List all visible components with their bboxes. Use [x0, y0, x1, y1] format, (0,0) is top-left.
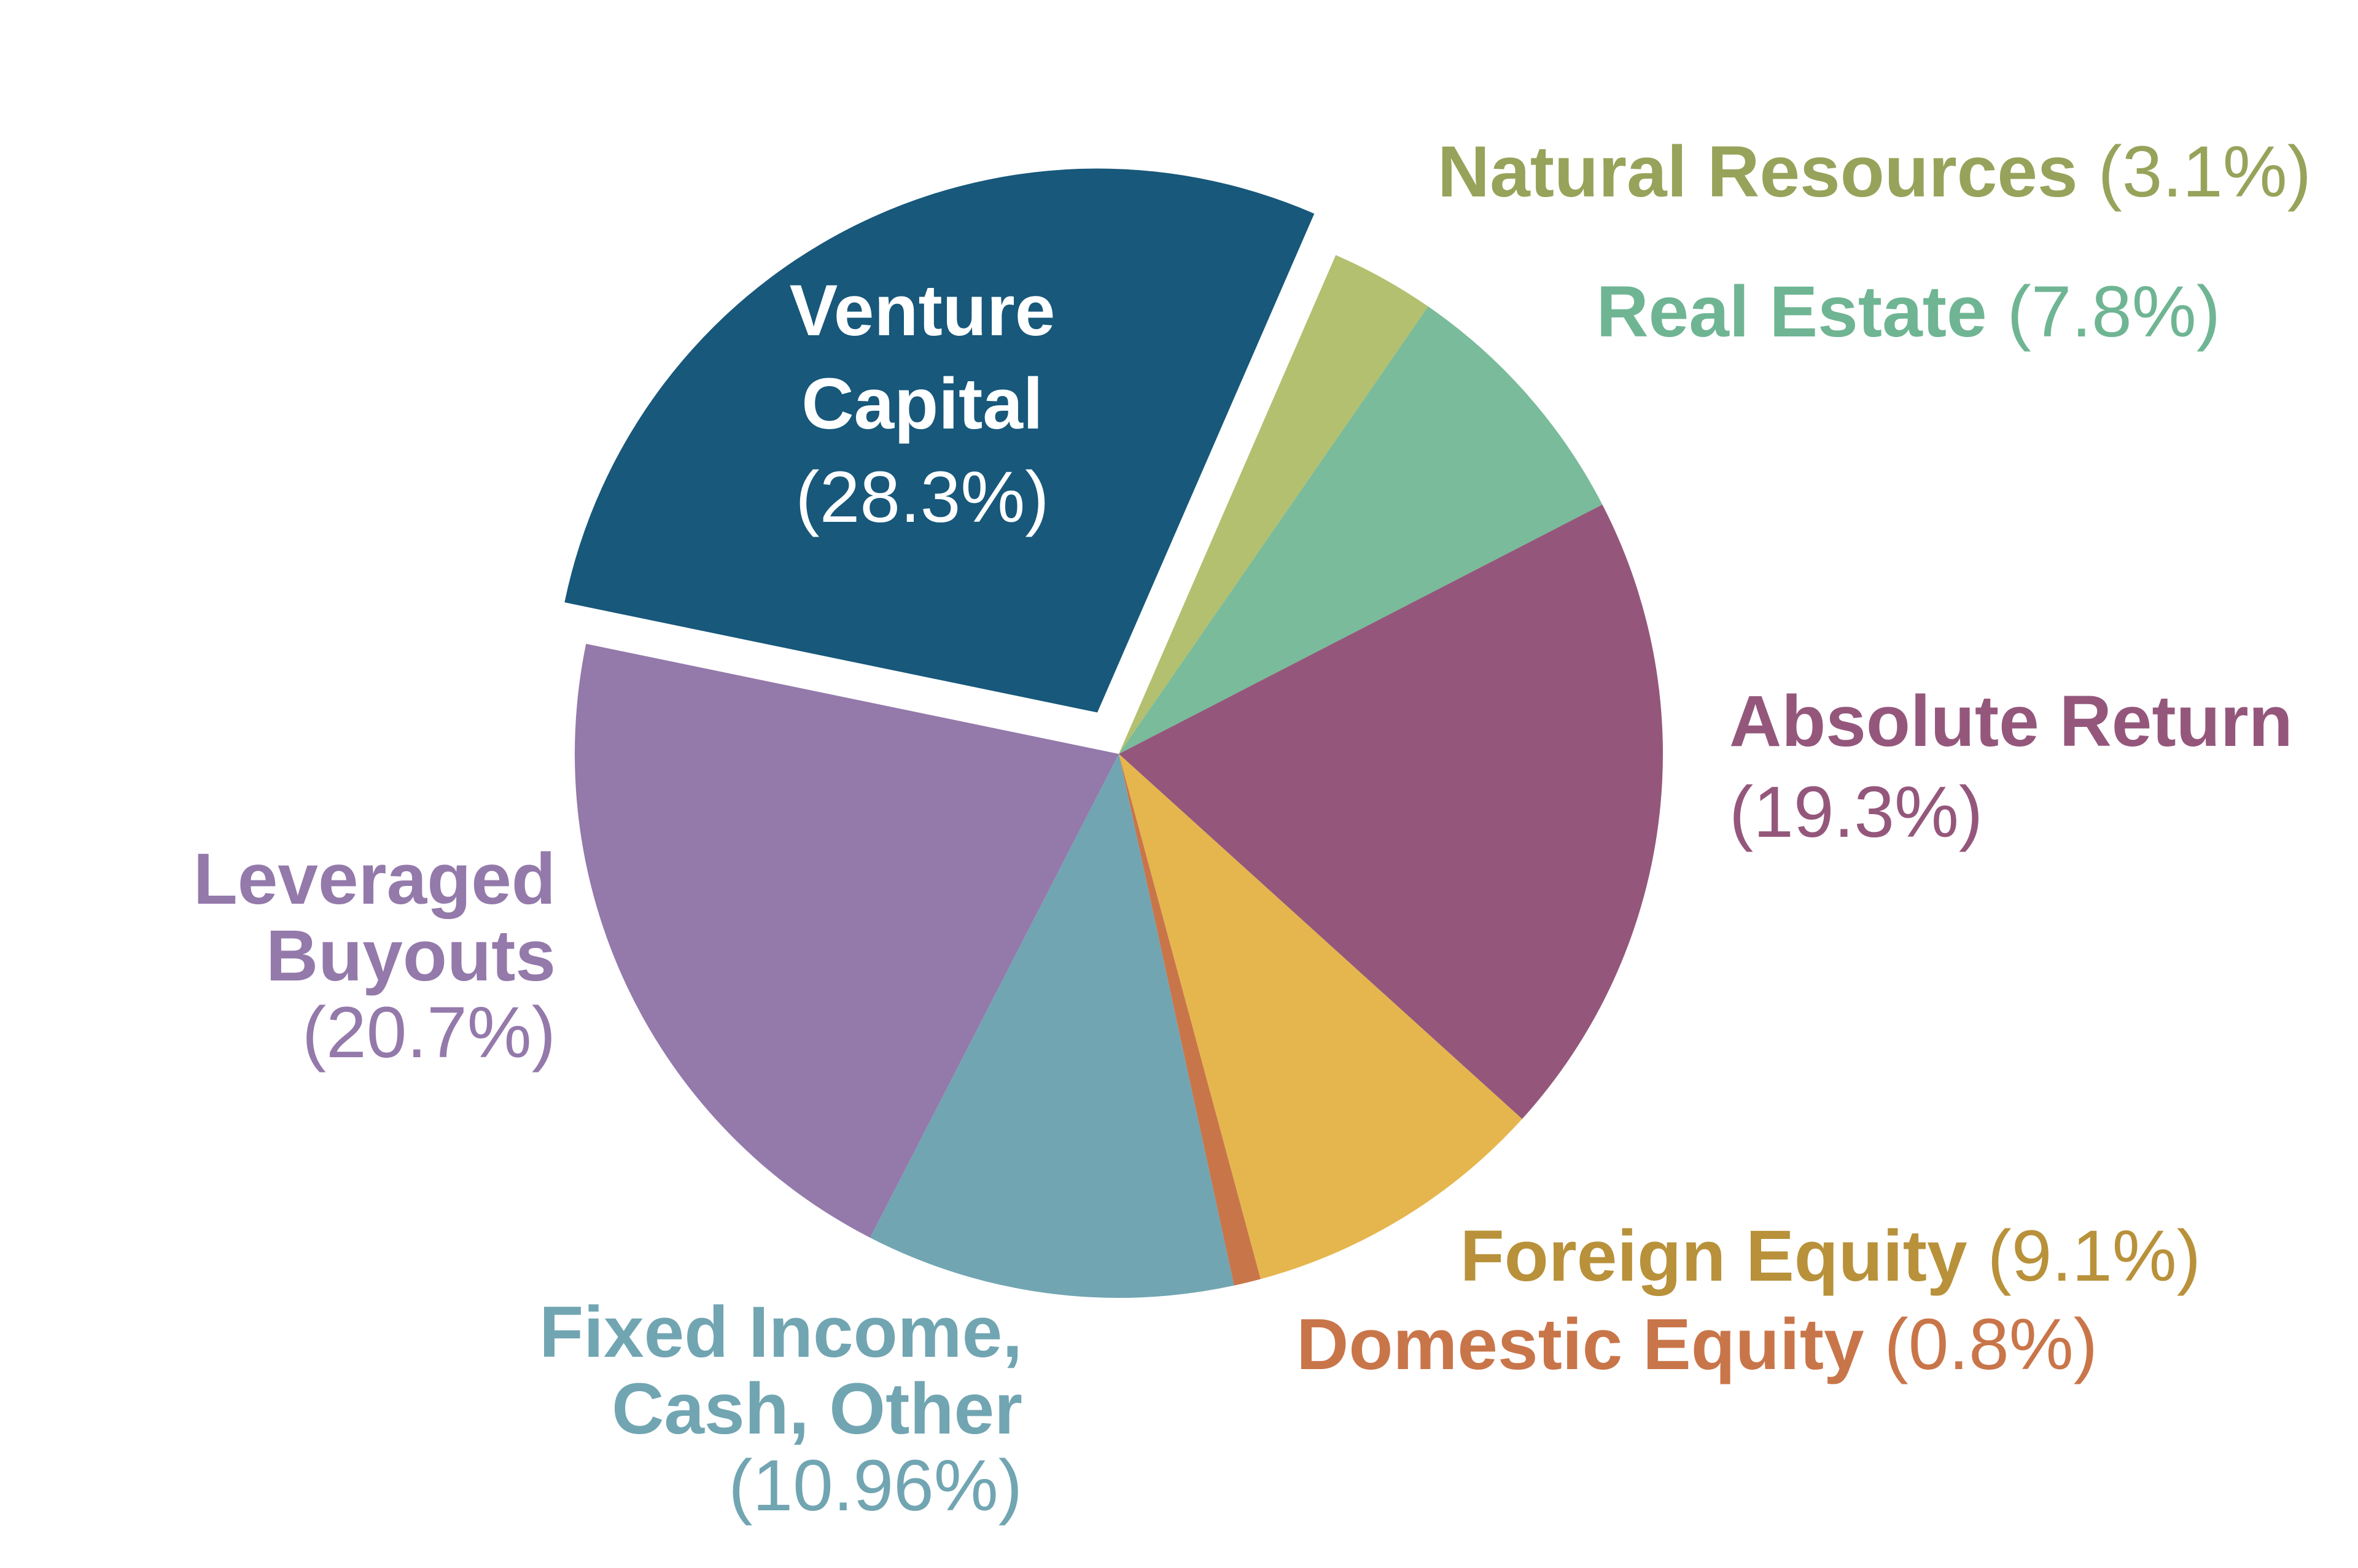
- label-separator: [1987, 271, 2007, 352]
- slice-label-percent: (28.3%): [795, 457, 1049, 538]
- slice-label-name: Real Estate: [1596, 271, 1986, 352]
- svg-text:(10.96%): (10.96%): [728, 1445, 1022, 1526]
- slice-label-name: Leveraged: [193, 839, 556, 920]
- svg-text:(28.3%): (28.3%): [795, 457, 1049, 538]
- svg-text:(19.3%): (19.3%): [1729, 772, 1983, 853]
- pie-slice-natural-resources: [1119, 255, 1428, 755]
- svg-text:Buyouts: Buyouts: [266, 915, 556, 996]
- slice-label-name: Cash, Other: [612, 1368, 1022, 1450]
- svg-text:Cash, Other: Cash, Other: [612, 1368, 1022, 1450]
- slice-label-absolute-return: Absolute Return (19.3%): [1729, 681, 2293, 853]
- label-separator: [1967, 1216, 1988, 1297]
- svg-text:Real Estate (7.8%): Real Estate (7.8%): [1596, 271, 2220, 352]
- slice-label-natural-resources: Natural Resources (3.1%): [1438, 131, 2311, 212]
- slice-label-name: Capital: [801, 363, 1043, 444]
- svg-text:Fixed Income,: Fixed Income,: [539, 1292, 1022, 1373]
- slice-label-fixed-income-cash-other: Fixed Income,Cash, Other(10.96%): [539, 1292, 1022, 1526]
- label-separator: [2078, 131, 2098, 212]
- slice-label-name: Foreign Equity: [1460, 1216, 1967, 1297]
- svg-text:Natural Resources (3.1%): Natural Resources (3.1%): [1438, 131, 2311, 212]
- slice-label-percent: (3.1%): [2098, 131, 2311, 212]
- slices-layer: [564, 168, 1663, 1298]
- pie-slice-real-estate: [1119, 306, 1603, 755]
- svg-text:Venture: Venture: [790, 270, 1056, 351]
- slice-label-name: Domestic Equity: [1296, 1304, 1864, 1385]
- pie-slice-domestic-equity: [1119, 754, 1261, 1286]
- slice-label-venture-capital: Venture Capital (28.3%): [790, 270, 1056, 538]
- pie-slice-leveraged-buyouts: [575, 643, 1119, 1238]
- slice-label-domestic-equity: Domestic Equity (0.8%): [1296, 1304, 2098, 1385]
- slice-label-percent: (19.3%): [1729, 772, 1983, 853]
- slice-label-name: Natural Resources: [1438, 131, 2078, 212]
- slice-label-percent: (9.1%): [1987, 1216, 2201, 1297]
- svg-text:Capital: Capital: [801, 363, 1043, 444]
- label-separator: [1864, 1304, 1885, 1385]
- slice-label-percent: (20.7%): [302, 992, 556, 1073]
- svg-text:Leveraged: Leveraged: [193, 839, 556, 920]
- slice-label-name: Venture: [790, 270, 1056, 351]
- slice-label-percent: (0.8%): [1884, 1304, 2098, 1385]
- slice-label-real-estate: Real Estate (7.8%): [1596, 271, 2220, 352]
- pie-slice-foreign-equity: [1119, 754, 1522, 1279]
- svg-text:(20.7%): (20.7%): [302, 992, 556, 1073]
- slice-label-percent: (10.96%): [728, 1445, 1022, 1526]
- slice-label-percent: (7.8%): [2007, 271, 2220, 352]
- slice-label-name: Buyouts: [266, 915, 556, 996]
- svg-text:Absolute Return: Absolute Return: [1729, 681, 2293, 762]
- svg-text:Domestic Equity (0.8%): Domestic Equity (0.8%): [1296, 1304, 2098, 1385]
- slice-label-name: Absolute Return: [1729, 681, 2293, 762]
- slice-label-name: Fixed Income,: [539, 1292, 1022, 1373]
- pie-slice-absolute-return: [1119, 504, 1663, 1119]
- pie-slice-fixed-income-cash-other: [870, 754, 1234, 1298]
- slice-label-foreign-equity: Foreign Equity (9.1%): [1460, 1216, 2201, 1297]
- pie-slice-venture-capital: [564, 168, 1315, 713]
- labels-layer: Natural Resources (3.1%) Real Estate (7.8…: [193, 131, 2311, 1526]
- svg-text:Foreign Equity (9.1%): Foreign Equity (9.1%): [1460, 1216, 2201, 1297]
